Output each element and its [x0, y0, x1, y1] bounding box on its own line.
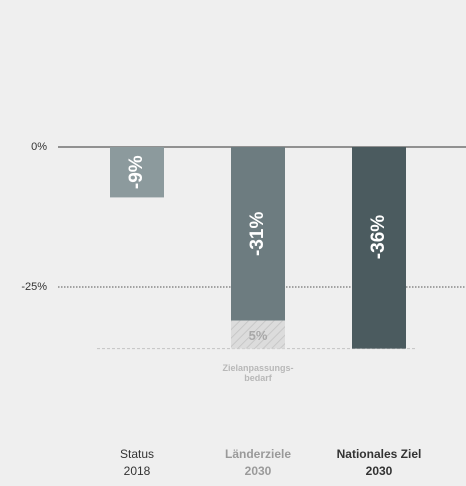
- x-tick-label: Länderziele: [225, 447, 291, 461]
- gap-label: 5%: [249, 328, 268, 343]
- x-tick-label: 2018: [124, 464, 151, 478]
- value-label: -31%: [247, 212, 268, 256]
- bar: [110, 147, 164, 198]
- x-tick-label: 2030: [245, 464, 272, 478]
- value-label: -36%: [368, 215, 389, 259]
- x-tick-label: Status: [120, 447, 154, 461]
- y-tick-label: 0%: [31, 141, 47, 153]
- gap-annotation: Zielanpassungs-: [222, 363, 293, 373]
- x-tick-label: Nationales Ziel: [337, 447, 422, 461]
- bar: [352, 147, 406, 349]
- gap-segment: [231, 320, 285, 349]
- gap-annotation: bedarf: [244, 373, 273, 383]
- y-tick-label: -25%: [21, 281, 47, 293]
- value-label: -9%: [126, 155, 147, 189]
- bar: [231, 147, 285, 321]
- x-tick-label: 2030: [366, 464, 393, 478]
